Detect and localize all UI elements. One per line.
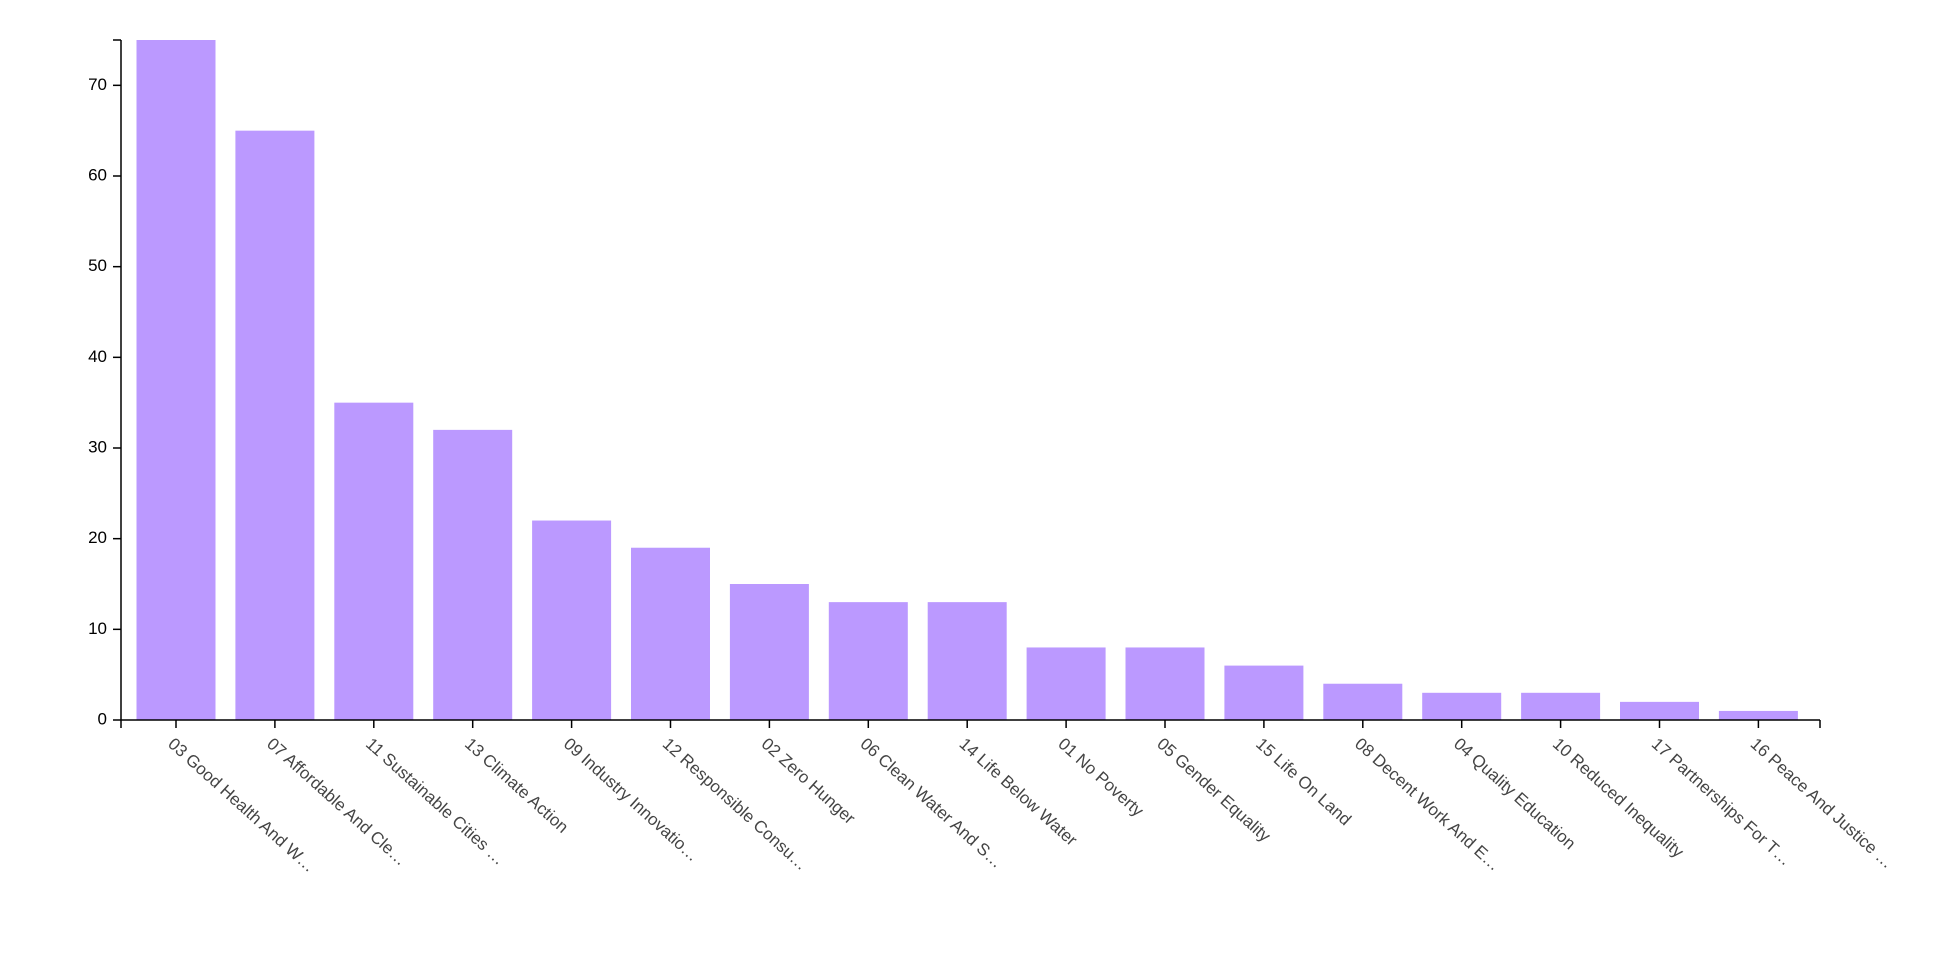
bar xyxy=(1422,692,1502,720)
y-tick-label: 70 xyxy=(88,75,107,94)
bar xyxy=(235,130,315,720)
bar xyxy=(1125,647,1205,720)
bar xyxy=(433,429,513,720)
y-tick-label: 60 xyxy=(88,165,107,184)
y-tick-label: 10 xyxy=(88,619,107,638)
bar xyxy=(334,402,414,720)
y-tick-label: 40 xyxy=(88,347,107,366)
y-tick-label: 0 xyxy=(98,709,107,728)
x-tick-label: 02 Zero Hunger xyxy=(758,734,859,828)
bar xyxy=(136,40,216,720)
bar xyxy=(1620,701,1699,720)
bar xyxy=(532,520,612,720)
bar xyxy=(631,547,710,720)
x-tick-label: 15 Life On Land xyxy=(1252,734,1355,829)
bar xyxy=(1521,692,1601,720)
x-tick-label: 13 Climate Action xyxy=(461,734,572,837)
bar xyxy=(1026,647,1106,720)
bar xyxy=(729,584,809,720)
x-tick-label: 01 No Poverty xyxy=(1054,734,1147,821)
bar xyxy=(1323,683,1403,720)
y-tick-label: 30 xyxy=(88,437,107,456)
bar xyxy=(1718,710,1798,720)
bar xyxy=(927,602,1007,720)
bar xyxy=(1224,665,1304,720)
y-tick-label: 50 xyxy=(88,256,107,275)
bar xyxy=(828,602,908,720)
y-tick-label: 20 xyxy=(88,528,107,547)
